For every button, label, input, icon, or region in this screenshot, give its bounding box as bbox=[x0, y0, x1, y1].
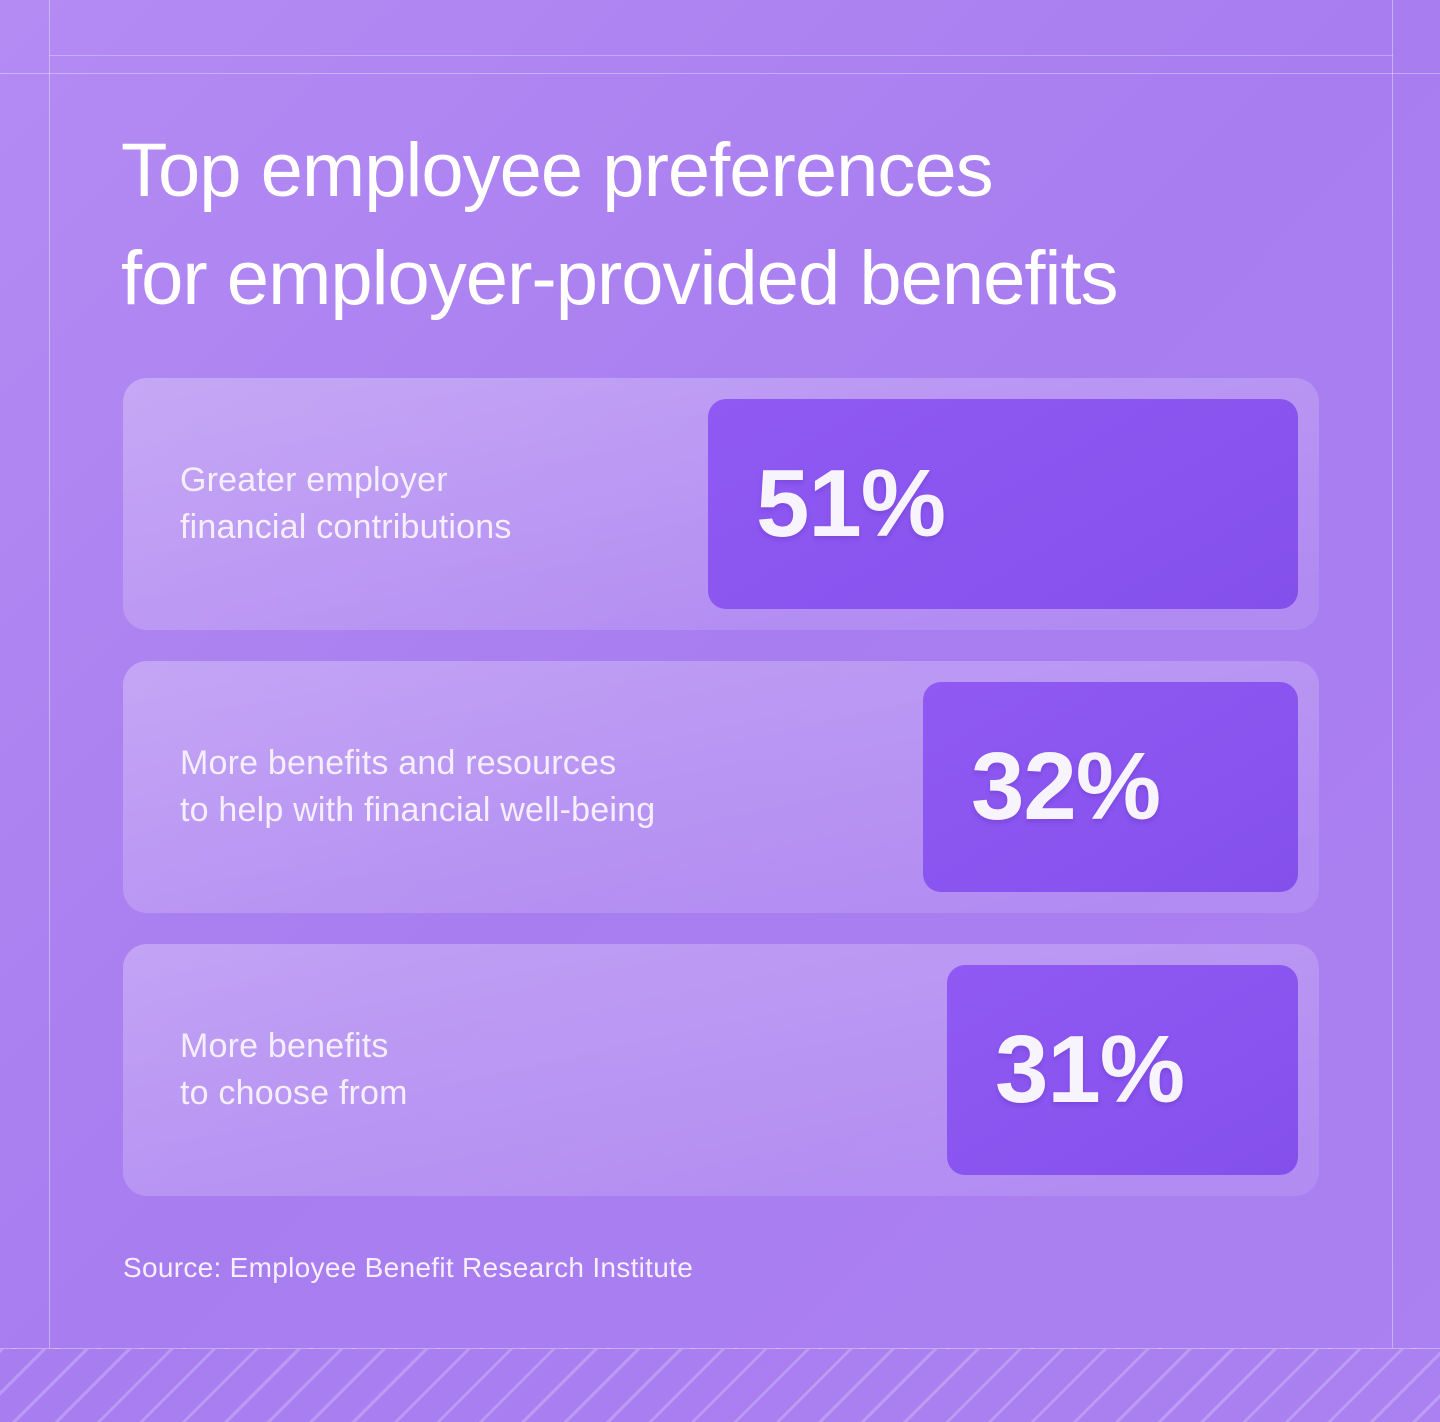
page-title: Top employee preferences for employer-pr… bbox=[121, 117, 1119, 333]
benefit-label-line-1: Greater employer bbox=[180, 461, 448, 499]
percent-bar: 32% bbox=[923, 682, 1298, 892]
title-line-1: Top employee preferences bbox=[121, 128, 994, 213]
grid-line-horizontal-inner bbox=[49, 55, 1393, 56]
grid-line-horizontal-full bbox=[0, 73, 1440, 74]
diagonal-hatch-band bbox=[0, 1348, 1440, 1422]
benefit-label: More benefits and resources to help with… bbox=[180, 740, 655, 834]
title-line-2: for employer-provided benefits bbox=[121, 236, 1119, 321]
benefit-label: Greater employer financial contributions bbox=[180, 457, 512, 551]
benefit-label-line-2: to choose from bbox=[180, 1074, 408, 1112]
benefit-card-1: Greater employer financial contributions… bbox=[123, 378, 1319, 630]
benefit-label-line-2: to help with financial well-being bbox=[180, 791, 656, 829]
grid-line-vertical-left bbox=[49, 0, 50, 1348]
percent-value: 32% bbox=[971, 733, 1161, 840]
percent-bar: 31% bbox=[947, 965, 1298, 1175]
grid-line-vertical-right bbox=[1392, 0, 1393, 1348]
percent-value: 51% bbox=[756, 450, 946, 557]
benefit-label-line-1: More benefits bbox=[180, 1027, 389, 1065]
benefit-label-line-2: financial contributions bbox=[180, 508, 512, 546]
percent-bar: 51% bbox=[708, 399, 1298, 609]
source-note: Source: Employee Benefit Research Instit… bbox=[123, 1252, 694, 1283]
benefit-label-line-1: More benefits and resources bbox=[180, 744, 617, 782]
benefit-rows: Greater employer financial contributions… bbox=[123, 378, 1319, 1227]
benefit-card-2: More benefits and resources to help with… bbox=[123, 661, 1319, 913]
benefit-card-3: More benefits to choose from 31% bbox=[123, 944, 1319, 1196]
percent-value: 31% bbox=[995, 1016, 1185, 1123]
benefit-label: More benefits to choose from bbox=[180, 1023, 408, 1117]
